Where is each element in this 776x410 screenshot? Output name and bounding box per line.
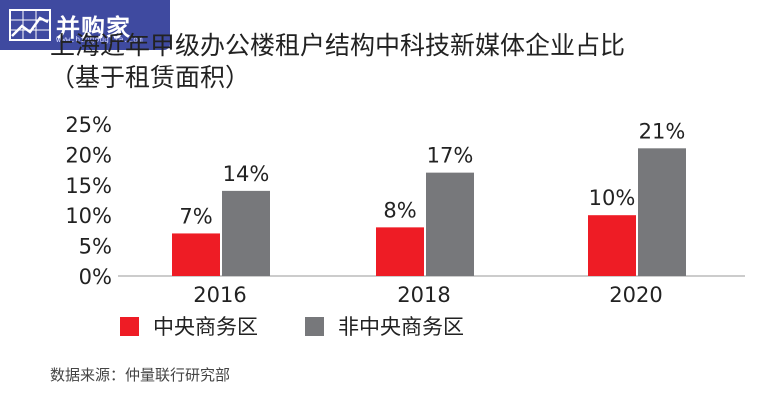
bars bbox=[172, 148, 686, 276]
bar-2016-series-0 bbox=[172, 233, 220, 276]
bar-2016-series-1 bbox=[222, 190, 270, 276]
legend-label-0: 中央商务区 bbox=[153, 315, 258, 339]
y-tick-label-15: 15% bbox=[65, 174, 112, 198]
x-tick-label-2016: 2016 bbox=[193, 283, 246, 307]
source-note: 数据来源：仲量联行研究部 bbox=[50, 366, 231, 384]
bar-label-2018-series-0: 8% bbox=[383, 198, 416, 222]
x-tick-label-2018: 2018 bbox=[397, 283, 450, 307]
bar-label-2018-series-1: 17% bbox=[427, 144, 474, 168]
y-axis-ticks: 0% 5% 10% 15% 20% 25% bbox=[65, 113, 112, 289]
logo: 并购家 www.bingougjia.com bbox=[0, 0, 170, 50]
chart-subtitle: （基于租赁面积） bbox=[50, 63, 251, 92]
logo-url: www.bingougjia.com bbox=[56, 35, 143, 44]
x-axis-labels: 2016 2018 2020 bbox=[193, 283, 662, 307]
y-tick-label-20: 20% bbox=[65, 143, 112, 167]
legend-swatch-0 bbox=[120, 317, 139, 336]
logo-text: 并购家 bbox=[56, 13, 131, 42]
legend-label-1: 非中央商务区 bbox=[338, 315, 464, 339]
legend: 中央商务区 非中央商务区 bbox=[120, 315, 464, 339]
y-tick-label-5: 5% bbox=[79, 235, 112, 259]
y-tick-label-10: 10% bbox=[65, 204, 112, 228]
bar-2018-series-1 bbox=[426, 172, 474, 276]
chart-logo-icon bbox=[9, 9, 51, 41]
chart-title: 上海近年甲级办公楼租户结构中科技新媒体企业占比 bbox=[50, 31, 626, 60]
bar-2018-series-0 bbox=[376, 227, 424, 276]
bar-label-2016-series-1: 14% bbox=[223, 162, 270, 186]
x-tick-label-2020: 2020 bbox=[609, 283, 662, 307]
bar-2020-series-0 bbox=[588, 215, 636, 276]
bar-2020-series-1 bbox=[638, 148, 686, 276]
bar-value-labels: 7% 14% 8% 17% 10% 21% bbox=[179, 119, 685, 228]
y-tick-label-25: 25% bbox=[65, 113, 112, 137]
bar-label-2020-series-1: 21% bbox=[639, 119, 686, 143]
bar-label-2020-series-0: 10% bbox=[589, 186, 636, 210]
bar-label-2016-series-0: 7% bbox=[179, 204, 212, 228]
y-tick-label-0: 0% bbox=[79, 265, 112, 289]
legend-swatch-1 bbox=[305, 317, 324, 336]
